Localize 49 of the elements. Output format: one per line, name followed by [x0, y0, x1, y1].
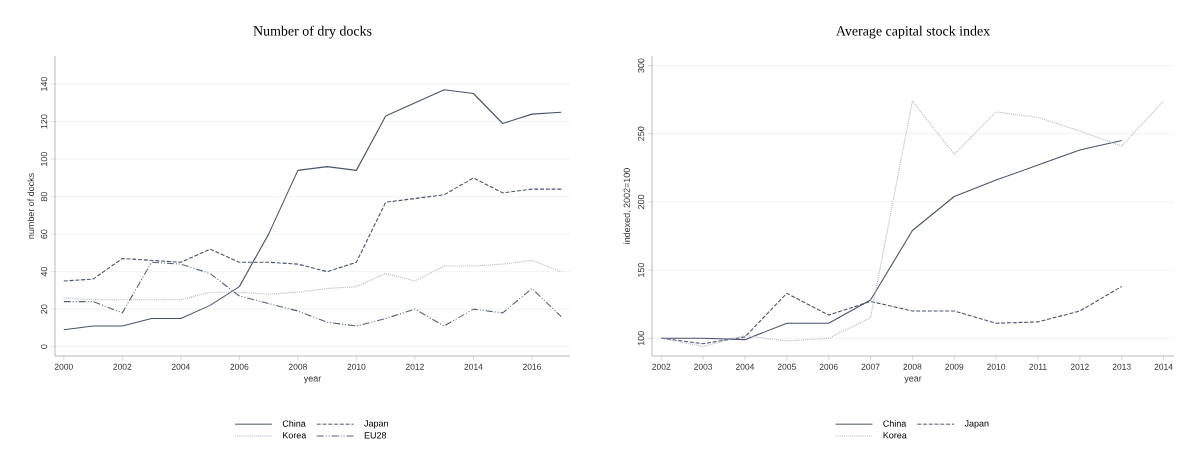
x-tick-label: 2008: [288, 363, 307, 370]
y-tick-label: 150: [637, 262, 645, 277]
x-tick-label: 2009: [945, 363, 964, 370]
x-tick-label: 2004: [171, 363, 190, 370]
x-tick-label: 2007: [861, 363, 880, 370]
x-axis-title: year: [303, 376, 322, 384]
legend-label: EU28: [364, 432, 387, 439]
y-tick-label: 120: [40, 114, 48, 129]
legend-label: Korea: [283, 432, 307, 439]
y-axis-title: indexed, 2002=100: [623, 168, 632, 244]
x-tick-label: 2005: [777, 363, 796, 370]
x-tick-label: 2014: [1154, 363, 1173, 370]
x-tick-label: 2011: [1029, 363, 1047, 370]
x-tick-label: 2006: [230, 363, 249, 370]
y-tick-label: 100: [40, 151, 48, 166]
legend-label: China: [282, 420, 306, 427]
x-tick-label: 2008: [903, 363, 922, 370]
x-tick-label: 2016: [522, 363, 542, 370]
y-tick-label: 300: [637, 58, 645, 73]
legend-label: Japan: [964, 420, 989, 429]
x-axis-title: year: [904, 376, 922, 384]
y-tick-label: 20: [40, 304, 48, 314]
x-tick-label: 2003: [694, 363, 713, 370]
x-tick-label: 2004: [735, 363, 755, 370]
legend-label: China: [883, 420, 907, 427]
x-tick-label: 2010: [987, 363, 1006, 370]
y-tick-label: 250: [637, 126, 645, 141]
x-tick-label: 2014: [464, 363, 483, 370]
legend-label: Japan: [364, 420, 388, 429]
x-tick-label: 2013: [1112, 363, 1131, 370]
chart-title: Average capital stock index: [836, 25, 990, 39]
y-tick-label: 60: [40, 229, 48, 239]
y-tick-label: 40: [40, 266, 48, 277]
y-tick-label: 100: [637, 331, 645, 346]
y-tick-label: 0: [40, 344, 48, 349]
y-axis-title: number of docks: [27, 173, 35, 239]
x-tick-label: 2006: [819, 363, 838, 370]
x-tick-label: 2012: [1070, 363, 1089, 370]
y-tick-label: 80: [40, 191, 48, 202]
chart-title: Number of dry docks: [253, 25, 372, 39]
x-tick-label: 2002: [652, 363, 671, 370]
legend-label: Korea: [883, 432, 907, 439]
line-series: [660, 100, 1165, 347]
y-tick-label: 140: [40, 76, 48, 91]
x-tick-label: 2000: [54, 363, 73, 370]
x-tick-label: 2012: [405, 363, 424, 370]
x-tick-label: 2002: [113, 363, 132, 370]
y-tick-label: 200: [637, 194, 645, 209]
x-tick-label: 2010: [347, 363, 366, 370]
